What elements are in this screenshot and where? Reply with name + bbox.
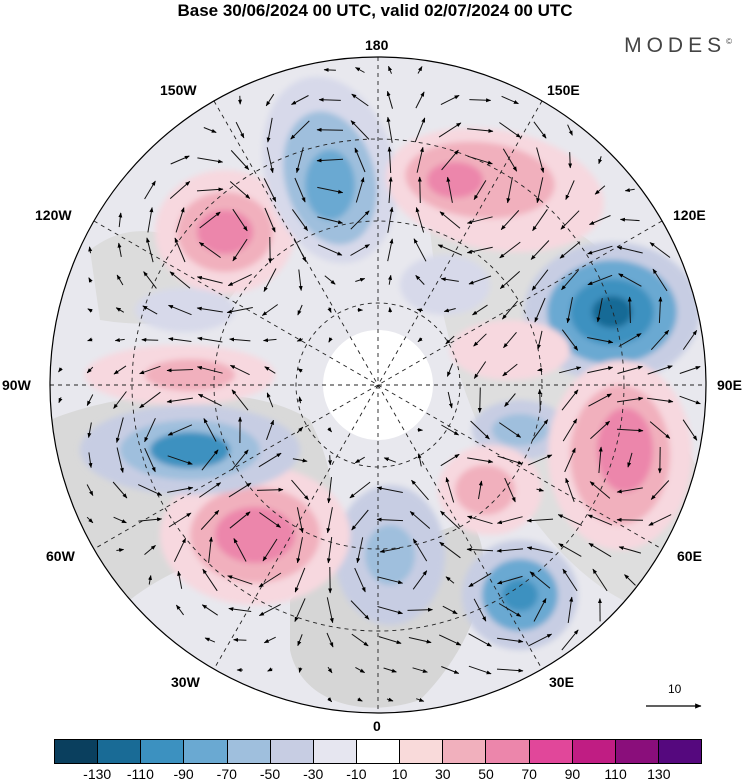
colorbar-ticks: -130 -110 -90 -70 -50 -30 -10 10 30 50 70 90 110 130	[0, 766, 750, 784]
lon-label-150w: 150W	[160, 82, 197, 98]
wind-arrow	[480, 388, 481, 413]
lon-label-180: 180	[365, 37, 388, 53]
colorbar-tick-label: -10	[346, 766, 366, 782]
wind-arrow	[330, 455, 331, 465]
colorbar-swatch	[184, 740, 227, 763]
colorbar-tick-label: 70	[521, 766, 537, 782]
colorbar-swatch	[141, 740, 184, 763]
colorbar-swatch	[659, 740, 701, 763]
wind-arrow	[420, 177, 421, 203]
lon-label-90e: 90E	[717, 377, 742, 393]
lon-label-120w: 120W	[35, 207, 72, 223]
colorbar-swatch	[98, 740, 141, 763]
wind-arrow	[570, 152, 571, 168]
colorbar-swatch	[530, 740, 573, 763]
lon-label-60w: 60W	[46, 548, 75, 564]
colorbar-swatch	[314, 740, 357, 763]
colorbar-tick-label: -110	[127, 766, 154, 782]
colorbar-tick-label: 10	[392, 766, 408, 782]
colorbar-swatch	[228, 740, 271, 763]
polar-map	[0, 0, 750, 735]
wind-arrow	[142, 340, 158, 341]
wind-arrow	[324, 70, 336, 71]
colorbar-swatch	[357, 740, 400, 763]
colorbar-tick-label: 30	[435, 766, 451, 782]
lon-label-30w: 30W	[171, 674, 200, 690]
colorbar-tick-label: 130	[647, 766, 670, 782]
lon-label-120e: 120E	[673, 207, 706, 223]
lon-label-0: 0	[373, 718, 381, 734]
colorbar-tick-label: -50	[260, 766, 280, 782]
lon-label-90w: 90W	[2, 377, 31, 393]
colorbar-tick-label: 50	[478, 766, 494, 782]
colorbar-swatch	[443, 740, 486, 763]
colorbar-tick-label: -90	[173, 766, 193, 782]
reference-arrow-icon	[646, 682, 702, 712]
wind-arrow	[540, 389, 541, 410]
lon-label-30e: 30E	[549, 674, 574, 690]
colorbar-swatch	[55, 740, 98, 763]
lon-label-60e: 60E	[677, 548, 702, 564]
wind-arrow	[390, 308, 391, 313]
colorbar-tick-label: 90	[565, 766, 581, 782]
wind-arrow	[234, 640, 247, 641]
colorbar-swatch	[486, 740, 529, 763]
lon-label-150e: 150E	[547, 82, 580, 98]
colorbar-swatch	[271, 740, 314, 763]
colorbar-tick-label: -70	[217, 766, 237, 782]
colorbar-swatch	[616, 740, 659, 763]
colorbar-swatch	[400, 740, 443, 763]
colorbar	[54, 739, 702, 764]
colorbar-swatch	[573, 740, 616, 763]
colorbar-tick-label: 110	[604, 766, 626, 782]
colorbar-tick-label: -130	[83, 766, 111, 782]
colorbar-tick-label: -30	[303, 766, 323, 782]
reference-vector: 10	[646, 682, 702, 712]
